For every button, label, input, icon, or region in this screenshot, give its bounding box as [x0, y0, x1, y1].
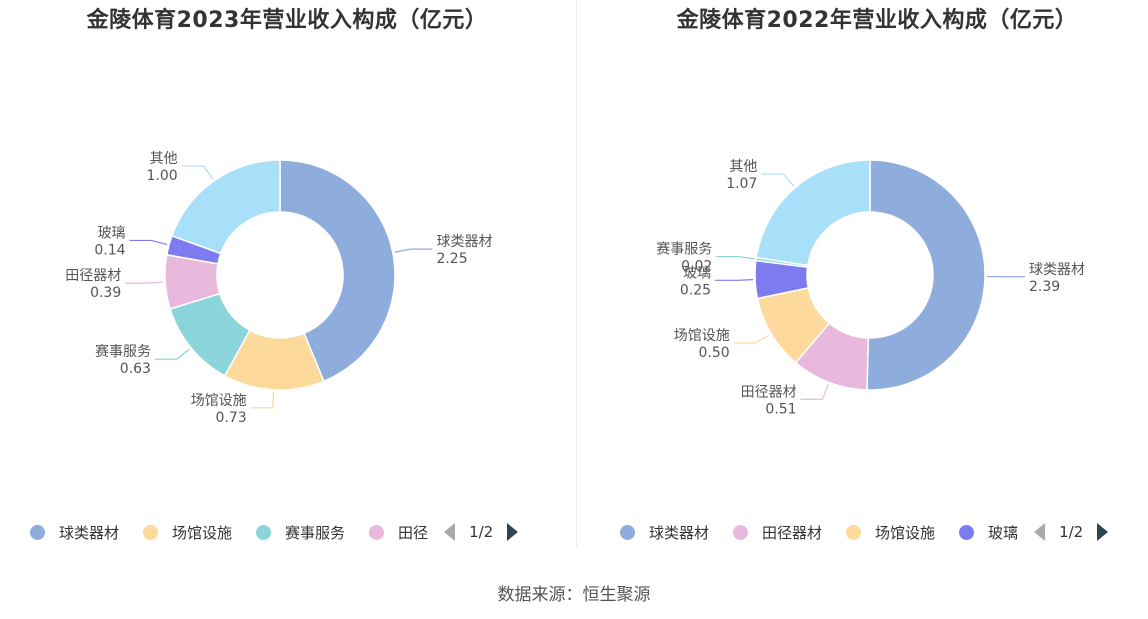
donut-slice[interactable]: [170, 159, 281, 255]
slice-name-label: 田径器材: [65, 268, 121, 284]
slice-name-label: 玻璃: [683, 264, 711, 281]
legend-label: 场馆设施: [172, 523, 233, 542]
donut-slice[interactable]: [755, 159, 871, 267]
slice-name-label: 其他: [150, 151, 178, 167]
prev-page-icon[interactable]: [444, 523, 456, 541]
leader-line: [129, 239, 168, 246]
slice-value-label: 0.73: [216, 410, 247, 426]
slice-value-label: 0.39: [90, 285, 121, 301]
slice-name-label: 球类器材: [1029, 262, 1085, 278]
chart-panel-2022: 金陵体育2022年营业收入构成（亿元） 球类器材 2.39 田径器材 0.51 场馆设施…: [590, 0, 1148, 560]
slice-value-label: 0.63: [120, 361, 151, 377]
donut-slice[interactable]: [279, 159, 396, 383]
legend-dot: [733, 524, 749, 540]
chart-panel-2023: 金陵体育2023年营业收入构成（亿元） 球类器材 2.25 场馆设施 0.73 赛事服务…: [0, 0, 574, 560]
legend: 球类器材 田径器材 场馆设施 玻璃 1/2: [620, 520, 1109, 544]
next-page-icon[interactable]: [1097, 523, 1109, 541]
legend-label: 赛事服务: [285, 523, 346, 542]
leader-line: [181, 165, 214, 180]
slice-value-label: 0.51: [765, 401, 796, 417]
slice-value-label: 0.50: [699, 345, 730, 361]
legend-item[interactable]: 田径: [369, 522, 428, 543]
leader-line: [800, 384, 829, 400]
slice-name-label: 赛事服务: [656, 242, 712, 258]
leader-line: [250, 391, 275, 409]
slice-value-label: 0.02: [681, 259, 712, 275]
slice-name-label: 其他: [729, 159, 757, 175]
slice-value-label: 0.25: [680, 282, 711, 298]
slice-value-label: 1.00: [147, 168, 178, 184]
legend-item[interactable]: 场馆设施: [846, 522, 935, 543]
slice-name-label: 场馆设施: [674, 328, 730, 344]
legend-item[interactable]: 场馆设施: [143, 522, 232, 543]
leader-line: [154, 348, 190, 360]
legend-label: 球类器材: [649, 523, 710, 542]
legend-label: 田径器材: [762, 523, 823, 542]
data-source: 数据来源：恒生聚源: [497, 585, 651, 605]
legend-pager: 1/2: [444, 523, 519, 541]
legend-item[interactable]: 球类器材: [620, 522, 709, 543]
legend-dot: [256, 524, 272, 540]
legend-dot: [959, 524, 975, 540]
chart-title: 金陵体育2023年营业收入构成（亿元）: [86, 8, 488, 33]
leader-line: [715, 279, 754, 281]
legend-dot: [369, 524, 385, 540]
slice-value-label: 0.14: [94, 242, 125, 258]
legend-dot: [620, 524, 635, 540]
prev-page-icon[interactable]: [1034, 523, 1046, 541]
legend-dot: [846, 524, 862, 540]
leader-line: [125, 281, 164, 284]
legend-pager: 1/2: [1034, 523, 1109, 541]
legend-label: 场馆设施: [875, 523, 936, 542]
slice-value-label: 2.25: [436, 251, 467, 267]
legend-item[interactable]: 田径器材: [733, 522, 822, 543]
slice-value-label: 1.07: [726, 176, 757, 192]
legend-item[interactable]: 赛事服务: [256, 522, 345, 543]
donut-slice[interactable]: [866, 159, 986, 391]
legend-label: 田径: [398, 523, 429, 542]
leader-line: [394, 248, 433, 253]
leader-line: [733, 334, 770, 344]
slice-name-label: 球类器材: [436, 234, 492, 250]
legend-dot: [143, 524, 159, 540]
legend-label: 球类器材: [59, 523, 120, 542]
legend-dot: [30, 524, 45, 540]
leader-line: [716, 255, 755, 260]
slice-value-label: 2.39: [1029, 279, 1060, 295]
legend-item[interactable]: 玻璃: [959, 522, 1018, 543]
chart-title: 金陵体育2022年营业收入构成（亿元）: [676, 8, 1078, 33]
next-page-icon[interactable]: [507, 523, 519, 541]
legend: 球类器材 场馆设施 赛事服务 田径 1/2: [30, 520, 519, 544]
pager-text: 1/2: [1059, 523, 1084, 541]
panel-divider: [576, 0, 577, 548]
legend-item[interactable]: 球类器材: [30, 522, 119, 543]
pager-text: 1/2: [469, 523, 494, 541]
slice-name-label: 赛事服务: [95, 344, 151, 360]
leader-line: [761, 173, 795, 187]
legend-label: 玻璃: [988, 523, 1019, 542]
slice-name-label: 玻璃: [98, 224, 126, 241]
slice-name-label: 场馆设施: [191, 393, 247, 409]
slice-name-label: 田径器材: [741, 384, 797, 400]
